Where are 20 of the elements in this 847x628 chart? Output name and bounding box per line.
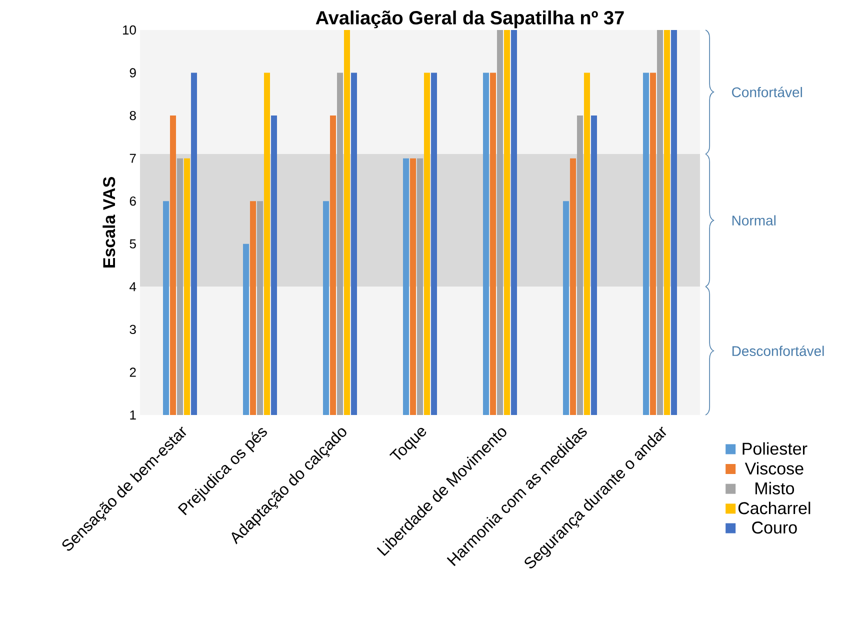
y-tick-label: 6 <box>130 196 136 206</box>
y-tick-label: 10 <box>123 25 136 35</box>
band-label: Confortável <box>732 86 802 98</box>
legend-label: Viscose <box>744 462 804 475</box>
y-tick-label: 5 <box>130 239 136 248</box>
y-tick-label: 2 <box>130 368 136 377</box>
y-tick-label: 9 <box>130 68 136 78</box>
y-tick-label: 7 <box>130 154 136 163</box>
legend-label: Misto <box>756 482 794 494</box>
y-tick-label: 4 <box>130 282 136 292</box>
legend-label: Poliester <box>742 442 808 455</box>
legend-label: Cacharrel <box>738 502 810 514</box>
y-tick-label: 3 <box>130 324 136 334</box>
band-label: Normal <box>732 215 776 226</box>
band-label: Desconfortável <box>732 346 824 356</box>
y-tick-label: 8 <box>130 110 136 120</box>
y-tick-label: 1 <box>130 410 136 420</box>
legend-label: Couro <box>752 522 797 534</box>
chart-title: Avaliação Geral da Sapatilha nº 37 <box>316 10 624 28</box>
y-axis-title: Escala VAS <box>102 177 116 268</box>
